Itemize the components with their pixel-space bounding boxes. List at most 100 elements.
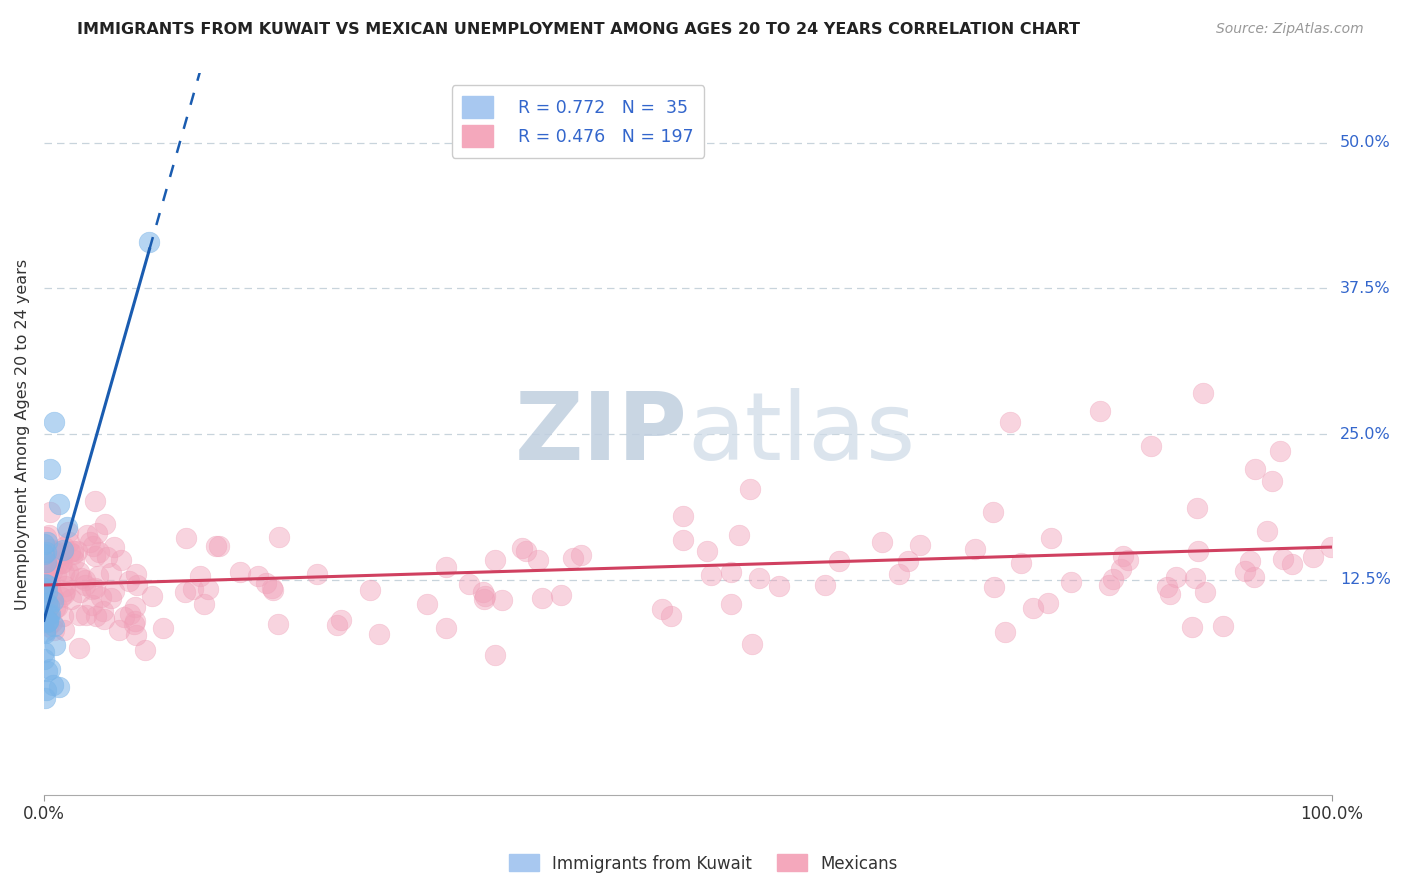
Point xyxy=(32,547,55,561)
Point xyxy=(35,615,58,629)
Point xyxy=(720,566,742,580)
Point xyxy=(515,544,537,558)
Point xyxy=(1256,524,1278,538)
Point xyxy=(56,525,79,540)
Text: 37.5%: 37.5% xyxy=(1340,281,1391,296)
Point xyxy=(84,581,107,595)
Point xyxy=(93,516,115,531)
Point xyxy=(39,662,62,676)
Point xyxy=(484,553,506,567)
Point xyxy=(197,582,219,597)
Point xyxy=(1261,474,1284,488)
Point xyxy=(46,543,69,558)
Point xyxy=(305,567,328,582)
Point xyxy=(37,614,59,628)
Point xyxy=(329,613,352,627)
Point xyxy=(254,576,277,591)
Point xyxy=(434,559,457,574)
Text: 25.0%: 25.0% xyxy=(1340,426,1391,442)
Point xyxy=(62,548,84,562)
Point xyxy=(87,568,110,582)
Point xyxy=(122,616,145,631)
Point xyxy=(1281,557,1303,571)
Point xyxy=(229,565,252,579)
Point xyxy=(67,565,90,579)
Point xyxy=(41,591,63,605)
Point xyxy=(1112,549,1135,563)
Point xyxy=(38,564,60,578)
Point xyxy=(32,581,55,595)
Point xyxy=(1212,619,1234,633)
Point xyxy=(471,584,494,599)
Point xyxy=(44,619,66,633)
Point xyxy=(44,416,66,430)
Point xyxy=(993,624,1015,639)
Point xyxy=(100,566,122,580)
Point xyxy=(76,528,98,542)
Point xyxy=(1181,620,1204,634)
Point xyxy=(1088,403,1111,417)
Point xyxy=(38,542,60,557)
Point xyxy=(38,575,60,590)
Point xyxy=(176,532,198,546)
Point xyxy=(672,509,695,524)
Point xyxy=(1059,575,1081,590)
Point xyxy=(79,535,101,549)
Point xyxy=(34,625,56,640)
Point xyxy=(998,416,1021,430)
Point xyxy=(38,578,60,592)
Point xyxy=(1320,541,1343,555)
Point xyxy=(134,643,156,657)
Point xyxy=(738,482,761,496)
Point xyxy=(1102,573,1125,587)
Point xyxy=(124,615,146,629)
Point xyxy=(550,588,572,602)
Point xyxy=(32,575,55,590)
Point xyxy=(672,533,695,547)
Point xyxy=(44,554,66,568)
Point xyxy=(34,537,56,551)
Point xyxy=(510,541,533,556)
Point xyxy=(138,235,160,249)
Point xyxy=(1164,570,1187,584)
Point xyxy=(73,573,96,587)
Point xyxy=(108,624,131,638)
Point xyxy=(1233,564,1256,578)
Point xyxy=(741,637,763,651)
Point xyxy=(37,579,59,593)
Point xyxy=(181,582,204,596)
Point xyxy=(53,566,76,580)
Point xyxy=(1194,584,1216,599)
Point xyxy=(124,600,146,615)
Point xyxy=(35,570,58,584)
Point xyxy=(89,545,111,559)
Point xyxy=(49,591,72,605)
Point xyxy=(38,559,60,574)
Text: ZIP: ZIP xyxy=(515,388,688,480)
Point xyxy=(965,541,987,556)
Point xyxy=(34,570,56,584)
Point xyxy=(37,535,59,549)
Point xyxy=(260,581,283,595)
Point xyxy=(118,574,141,589)
Point xyxy=(44,600,66,615)
Point xyxy=(32,645,55,659)
Point xyxy=(125,628,148,642)
Point xyxy=(125,567,148,582)
Point xyxy=(34,610,56,624)
Point xyxy=(75,607,97,622)
Point xyxy=(52,587,75,601)
Point xyxy=(45,599,67,614)
Point xyxy=(35,530,58,544)
Point xyxy=(262,583,284,598)
Point xyxy=(457,576,479,591)
Point xyxy=(63,553,86,567)
Point xyxy=(41,615,63,630)
Point xyxy=(1109,562,1132,576)
Point xyxy=(436,621,458,635)
Point xyxy=(1192,386,1215,401)
Point xyxy=(67,640,90,655)
Legend: Immigrants from Kuwait, Mexicans: Immigrants from Kuwait, Mexicans xyxy=(502,847,904,880)
Point xyxy=(91,603,114,617)
Point xyxy=(34,592,56,607)
